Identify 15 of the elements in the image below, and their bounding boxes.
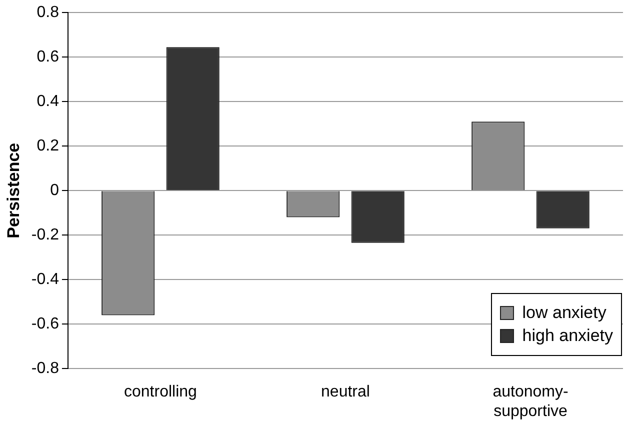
x-tick-label: controlling [124, 384, 197, 401]
y-tick-label: -0.2 [31, 226, 60, 244]
y-tick-label: -0.4 [31, 271, 60, 288]
legend-label: high anxiety [522, 326, 613, 346]
y-tick-label: 0.2 [36, 138, 60, 155]
x-tick-label: autonomy-supportive [492, 384, 568, 420]
y-tick-label: 0.4 [36, 93, 60, 110]
y-axis-title: Persistence [4, 142, 23, 238]
y-tick-label: -0.8 [31, 360, 60, 378]
y-tick-label: 0 [50, 182, 60, 200]
legend-label: low anxiety [522, 303, 606, 323]
y-tick-label: 0.6 [36, 48, 60, 66]
x-tick-label: neutral [321, 384, 370, 401]
y-tick-label: -0.6 [31, 316, 60, 333]
y-tick-label: 0.8 [36, 4, 60, 22]
